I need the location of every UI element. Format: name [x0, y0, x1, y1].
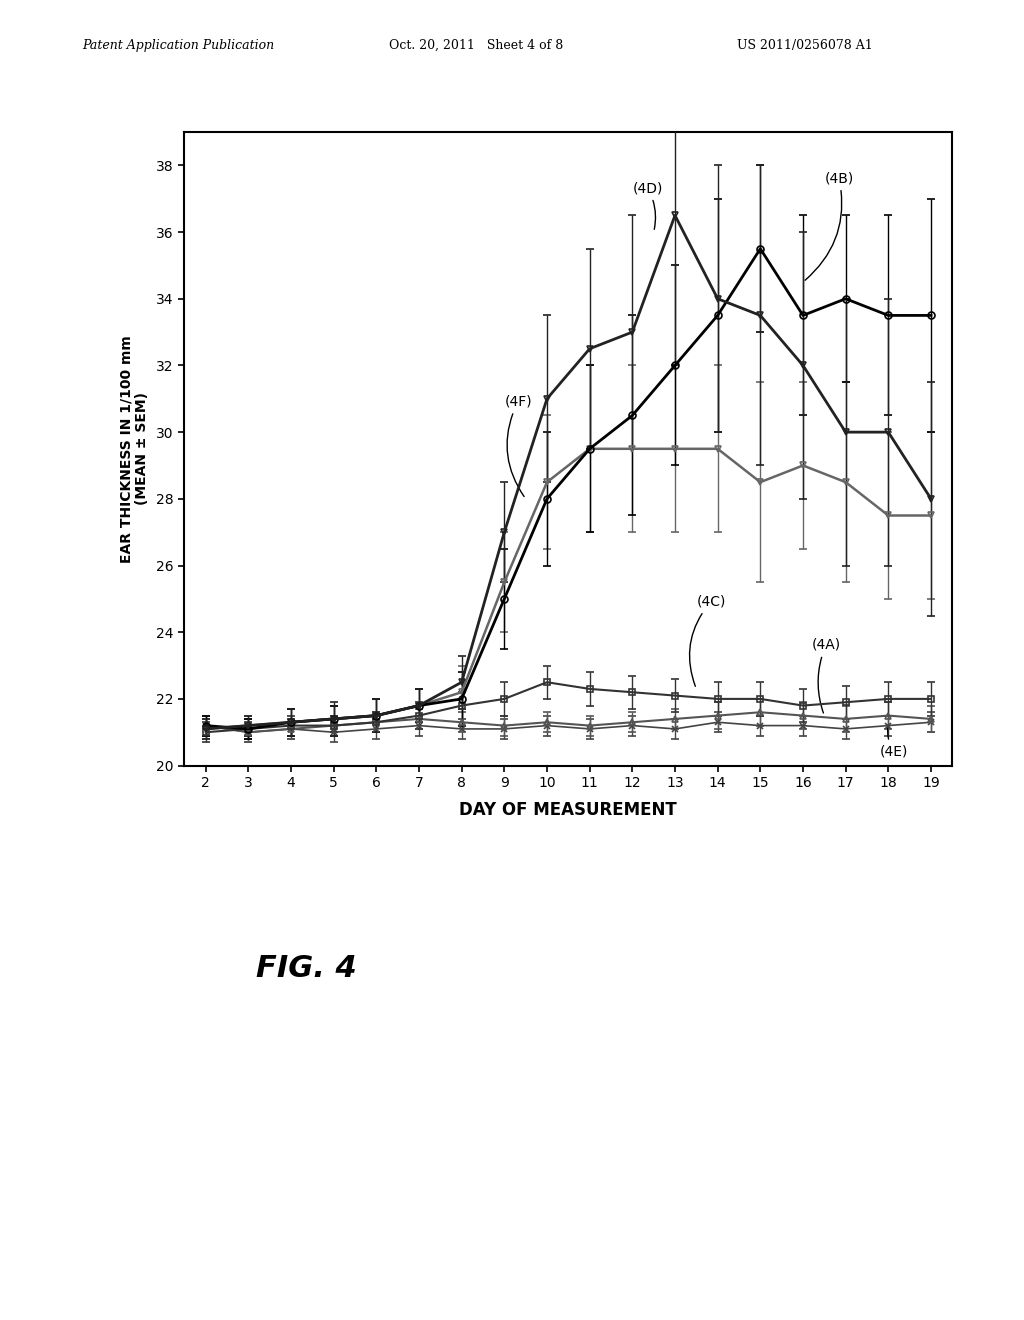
Text: (4E): (4E): [880, 725, 908, 759]
Text: Oct. 20, 2011   Sheet 4 of 8: Oct. 20, 2011 Sheet 4 of 8: [389, 38, 563, 51]
Text: (4A): (4A): [811, 638, 841, 713]
Text: (4D): (4D): [632, 181, 663, 230]
Text: US 2011/0256078 A1: US 2011/0256078 A1: [737, 38, 873, 51]
Text: Patent Application Publication: Patent Application Publication: [82, 38, 274, 51]
Text: (4F): (4F): [504, 395, 531, 496]
Text: FIG. 4: FIG. 4: [256, 954, 356, 983]
Text: (4C): (4C): [689, 594, 726, 686]
Y-axis label: EAR THICKNESS IN 1/100 mm
(MEAN ± SEM): EAR THICKNESS IN 1/100 mm (MEAN ± SEM): [119, 335, 150, 562]
Text: (4B): (4B): [805, 172, 854, 280]
X-axis label: DAY OF MEASUREMENT: DAY OF MEASUREMENT: [460, 801, 677, 820]
